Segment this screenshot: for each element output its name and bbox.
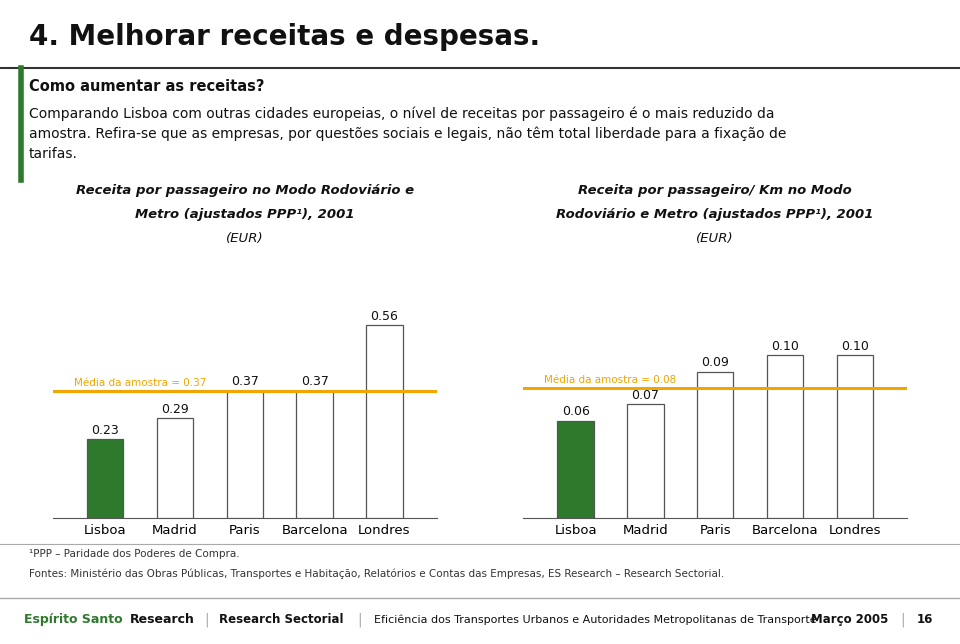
Text: Março 2005: Março 2005 <box>811 613 889 626</box>
Text: (EUR): (EUR) <box>226 232 264 245</box>
Bar <box>227 391 263 518</box>
Bar <box>87 439 123 518</box>
Bar <box>697 372 733 518</box>
Text: Rodoviário e Metro (ajustados PPP¹), 2001: Rodoviário e Metro (ajustados PPP¹), 200… <box>557 208 874 221</box>
Bar <box>627 404 663 518</box>
Text: 4. Melhorar receitas e despesas.: 4. Melhorar receitas e despesas. <box>29 23 540 50</box>
Text: 0.37: 0.37 <box>230 375 259 388</box>
Text: Receita por passageiro/ Km no Modo: Receita por passageiro/ Km no Modo <box>578 184 852 196</box>
Text: 0.06: 0.06 <box>562 405 589 418</box>
Text: Média da amostra = 0.37: Média da amostra = 0.37 <box>74 378 206 388</box>
Text: Média da amostra = 0.08: Média da amostra = 0.08 <box>544 375 677 385</box>
Bar <box>156 419 193 518</box>
Text: 0.29: 0.29 <box>161 403 189 416</box>
Text: 0.10: 0.10 <box>841 340 869 353</box>
Text: |: | <box>900 612 904 627</box>
Text: Espírito Santo: Espírito Santo <box>24 613 123 626</box>
Bar <box>837 355 873 518</box>
Text: Fontes: Ministério das Obras Públicas, Transportes e Habitação, Relatórios e Con: Fontes: Ministério das Obras Públicas, T… <box>29 568 724 578</box>
Text: Comparando Lisboa com outras cidades europeias, o nível de receitas por passagei: Comparando Lisboa com outras cidades eur… <box>29 106 775 121</box>
Text: Receita por passageiro no Modo Rodoviário e: Receita por passageiro no Modo Rodoviári… <box>76 184 414 196</box>
Text: ¹PPP – Paridade dos Poderes de Compra.: ¹PPP – Paridade dos Poderes de Compra. <box>29 549 239 559</box>
Text: Research Sectorial: Research Sectorial <box>219 613 344 626</box>
Bar <box>558 421 593 518</box>
Text: |: | <box>358 612 362 627</box>
Text: 0.09: 0.09 <box>701 356 730 369</box>
Text: 0.23: 0.23 <box>91 424 119 437</box>
Bar <box>367 325 402 518</box>
Text: Como aumentar as receitas?: Como aumentar as receitas? <box>29 79 264 93</box>
Bar <box>297 391 333 518</box>
Text: Metro (ajustados PPP¹), 2001: Metro (ajustados PPP¹), 2001 <box>135 208 354 221</box>
Text: tarifas.: tarifas. <box>29 147 78 162</box>
Text: 16: 16 <box>917 613 933 626</box>
Text: 0.07: 0.07 <box>632 389 660 402</box>
Text: Eficiência dos Transportes Urbanos e Autoridades Metropolitanas de Transporte: Eficiência dos Transportes Urbanos e Aut… <box>374 614 817 625</box>
Text: Research: Research <box>130 613 195 626</box>
Text: |: | <box>204 612 208 627</box>
Text: 0.37: 0.37 <box>300 375 328 388</box>
Bar <box>767 355 804 518</box>
Text: 0.56: 0.56 <box>371 310 398 323</box>
Text: 0.10: 0.10 <box>771 340 799 353</box>
Text: amostra. Refira-se que as empresas, por questões sociais e legais, não têm total: amostra. Refira-se que as empresas, por … <box>29 127 786 142</box>
Text: (EUR): (EUR) <box>696 232 734 245</box>
